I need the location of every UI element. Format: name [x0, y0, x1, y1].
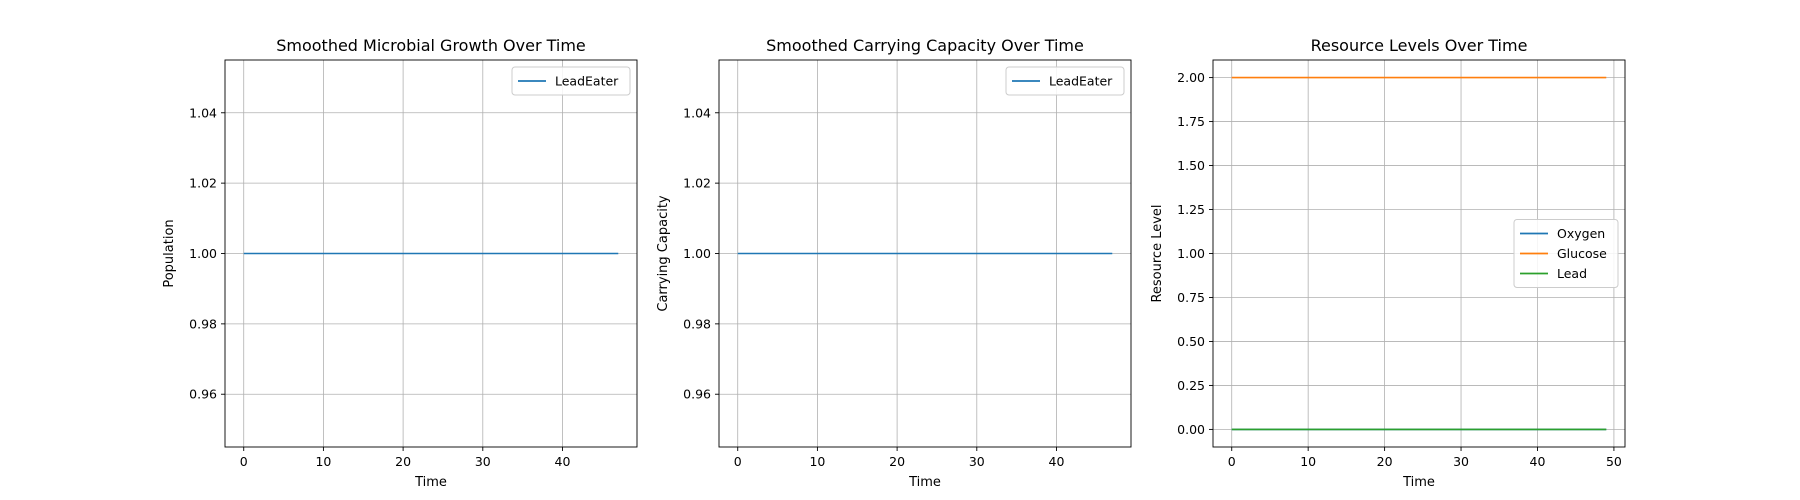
- chart-3-title: Resource Levels Over Time: [1311, 36, 1528, 55]
- chart-2-y-tick-label: 0.98: [683, 316, 711, 331]
- chart-2-legend-box: [1005, 66, 1125, 96]
- chart-3-y-tick-label: 1.75: [1177, 114, 1205, 129]
- chart-3-y-tick-label: 0.25: [1177, 378, 1205, 393]
- chart-3-legend-label-glucose: Glucose: [1557, 246, 1607, 261]
- chart-2: 0 10 20 30 40 0.96 0.98 1.00 1.02 1.04 Smoothed Ca…: [656, 36, 1132, 490]
- chart-3-y-tick-label: 0.00: [1177, 422, 1205, 437]
- chart-3-y-tick-label: 0.50: [1177, 334, 1205, 349]
- chart-2-legend-label-leadeater: LeadEater: [1049, 74, 1113, 89]
- chart-1-legend-label-leadeater: LeadEater: [555, 74, 619, 89]
- chart-3-x-axis-label: Time: [1402, 475, 1435, 490]
- chart-2-legend: LeadEater: [1005, 66, 1125, 96]
- chart-1: 0 10 20 30 40 0.96 0.98 1.00 1.02 1.04 Smoothed Mi…: [162, 36, 638, 490]
- chart-3-x-tick-label: 50: [1606, 454, 1622, 469]
- chart-1-x-tick-label: 40: [555, 454, 571, 469]
- chart-1-legend: LeadEater: [511, 66, 631, 96]
- chart-3-y-tick-label: 1.50: [1177, 158, 1205, 173]
- chart-2-y-tick-label: 1.02: [683, 176, 711, 191]
- chart-1-y-axis-label: Population: [162, 219, 177, 287]
- chart-1-x-tick-label: 0: [240, 454, 248, 469]
- chart-1-y-tick-label: 0.98: [189, 316, 217, 331]
- chart-3-legend-box: [1513, 219, 1619, 288]
- chart-1-x-tick-label: 20: [395, 454, 411, 469]
- chart-1-title: Smoothed Microbial Growth Over Time: [276, 36, 586, 55]
- chart-3-x-tick-label: 10: [1300, 454, 1316, 469]
- chart-3-x-tick-label: 30: [1453, 454, 1469, 469]
- chart-2-y-axis-label: Carrying Capacity: [656, 195, 671, 312]
- chart-2-x-tick-label: 20: [889, 454, 905, 469]
- chart-3-y-tick-label: 1.00: [1177, 246, 1205, 261]
- chart-1-x-tick-label: 30: [475, 454, 491, 469]
- chart-1-legend-box: [511, 66, 631, 96]
- chart-2-x-tick-label: 30: [969, 454, 985, 469]
- chart-2-x-tick-label: 0: [734, 454, 742, 469]
- chart-2-x-tick-label: 10: [809, 454, 825, 469]
- chart-3-x-tick-label: 0: [1228, 454, 1236, 469]
- chart-3-x-tick-label: 40: [1530, 454, 1546, 469]
- chart-3-x-tick-label: 20: [1377, 454, 1393, 469]
- chart-2-y-tick-label: 1.00: [683, 246, 711, 261]
- chart-1-y-tick-label: 1.00: [189, 246, 217, 261]
- chart-1-y-tick-label: 1.04: [189, 105, 217, 120]
- chart-2-x-tick-label: 40: [1049, 454, 1065, 469]
- chart-2-x-axis-label: Time: [908, 475, 941, 490]
- chart-2-title: Smoothed Carrying Capacity Over Time: [766, 36, 1084, 55]
- chart-3-legend-label-oxygen: Oxygen: [1557, 226, 1605, 241]
- chart-2-y-tick-label: 0.96: [683, 387, 711, 402]
- chart-1-y-tick-label: 1.02: [189, 176, 217, 191]
- chart-1-x-axis-label: Time: [414, 475, 447, 490]
- chart-2-y-tick-label: 1.04: [683, 105, 711, 120]
- chart-1-y-tick-label: 0.96: [189, 387, 217, 402]
- chart-3-y-axis-label: Resource Level: [1150, 204, 1165, 302]
- chart-3-y-tick-label: 1.25: [1177, 202, 1205, 217]
- chart-3: 0 10 20 30 40 50 0.00 0.25 0.50 0.75 1.00 1.25 1.50 1…: [1150, 36, 1626, 490]
- chart-3-legend-label-lead: Lead: [1557, 266, 1587, 281]
- chart-1-x-tick-label: 10: [315, 454, 331, 469]
- chart-3-y-tick-label: 0.75: [1177, 290, 1205, 305]
- chart-3-y-tick-label: 2.00: [1177, 70, 1205, 85]
- chart-3-legend: Oxygen Glucose Lead: [1513, 219, 1619, 288]
